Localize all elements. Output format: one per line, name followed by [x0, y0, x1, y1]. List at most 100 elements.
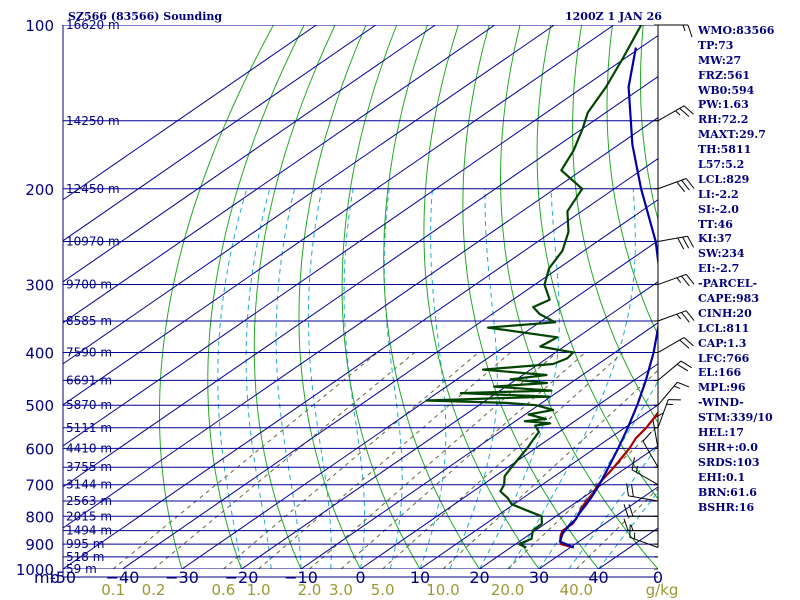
mixing-ratio-label: 1.0: [247, 581, 271, 599]
wind-barb-feather: [682, 236, 690, 249]
height-label: 995 m: [66, 537, 104, 551]
index-item: FRZ:561: [698, 68, 751, 82]
index-item: KI:37: [698, 232, 733, 246]
pressure-label: 1000: [16, 561, 54, 579]
index-item: PW:1.63: [698, 98, 749, 112]
moist-adiabat-line: [419, 188, 447, 569]
index-item: BSHR:16: [698, 500, 755, 514]
dewpoint-line: [425, 25, 643, 549]
pressure-label: 500: [25, 397, 54, 415]
isotherm-line: [63, 25, 496, 324]
wind-barb-feather: [626, 483, 629, 496]
parcel-line: [558, 47, 658, 549]
height-label: 10970 m: [66, 234, 120, 248]
index-item: WMO:83566: [698, 24, 775, 37]
index-item: MPL:96: [698, 381, 746, 395]
temperature-tick-label: -50: [50, 568, 76, 587]
index-item: SW:234: [698, 247, 745, 261]
wind-barb-feather: [677, 237, 685, 250]
isotherm-line: [419, 404, 658, 569]
wind-barb: [628, 495, 659, 502]
temperature-line: [559, 410, 658, 549]
mixing-ratio-line: [382, 352, 624, 569]
wind-barb-feather: [685, 273, 695, 285]
index-item: CAP:1.3: [698, 336, 747, 350]
mixing-ratio-label: 0.2: [142, 581, 166, 599]
isotherm-line: [63, 158, 658, 569]
height-label: 6691 m: [66, 373, 112, 387]
mixing-ratio-label: 40.0: [560, 581, 593, 599]
temperature-tick-label: 30: [529, 568, 549, 587]
wind-barb-feather: [681, 275, 690, 287]
temperature-tick-label: −20: [225, 568, 259, 587]
height-label: 518 m: [66, 550, 104, 564]
wind-barb-feather: [679, 339, 690, 349]
wind-barb-feather: [683, 105, 694, 115]
wind-barb-feather: [676, 277, 682, 283]
wind-barb: [657, 360, 682, 381]
height-label: 7590 m: [66, 346, 112, 360]
mixing-ratio-label: 0.1: [101, 581, 125, 599]
mixing-ratio-line: [340, 352, 586, 569]
index-item: L57:5.2: [698, 158, 745, 172]
wind-barb-feather: [631, 484, 634, 497]
pressure-label: 800: [25, 508, 54, 526]
index-item: LCL:811: [698, 321, 750, 335]
index-item: HEL:17: [698, 426, 744, 440]
moist-adiabat-line: [217, 188, 248, 569]
sounding-time: 1200Z 1 JAN 26: [565, 10, 662, 23]
mixing-ratio-label: 3.0: [329, 581, 353, 599]
height-label: 14250 m: [66, 114, 120, 128]
index-item: MAXT:29.7: [698, 128, 766, 142]
wind-barb-feather: [687, 236, 695, 248]
wind-barb-feather: [628, 504, 634, 517]
index-item: EHI:0.1: [698, 470, 746, 484]
station-title: SZ566 (83566) Sounding: [68, 10, 222, 23]
pressure-label: 300: [25, 277, 54, 295]
index-item: TH:5811: [698, 143, 752, 157]
index-item: STM:339/10: [698, 411, 773, 425]
height-label: 1494 m: [66, 524, 112, 538]
temperature-tick-label: −30: [165, 568, 199, 587]
height-label: 12450 m: [66, 182, 120, 196]
wind-barb-feather: [674, 110, 681, 116]
mixing-ratio-label: 5.0: [371, 581, 395, 599]
index-item: LFC:766: [698, 351, 750, 365]
index-item: TP:73: [698, 38, 734, 52]
isotherm-line: [300, 322, 658, 569]
mixing-ratio-label: 20.0: [491, 581, 524, 599]
wind-barb-feather: [642, 431, 652, 442]
mixing-ratio-label: 2.0: [298, 581, 322, 599]
pressure-label: 600: [25, 440, 54, 458]
wind-barb: [652, 418, 659, 449]
isotherm-line: [122, 199, 658, 569]
index-item: BRN:61.6: [698, 485, 757, 499]
index-item: TT:46: [698, 217, 733, 231]
index-item: CAPE:983: [698, 292, 759, 306]
pressure-label: 700: [25, 477, 54, 495]
height-label: 3755 m: [66, 460, 112, 474]
wind-barb-feather: [673, 385, 681, 389]
isotherm-line: [63, 25, 436, 283]
temperature-tick-label: 40: [588, 568, 608, 587]
temperature-tick-label: 0: [653, 568, 663, 587]
wind-barb-feather: [687, 24, 693, 38]
wind-barb-feather: [685, 178, 695, 189]
height-label: 8585 m: [66, 314, 112, 328]
pressure-label: 100: [25, 17, 54, 35]
height-label: 9700 m: [66, 278, 112, 292]
temperature-tick-label: −10: [284, 568, 318, 587]
wind-barb-feather: [685, 310, 695, 321]
wind-barb-feather: [682, 24, 686, 32]
index-item: SRDS:103: [698, 455, 760, 469]
mixing-ratio-line: [575, 488, 658, 569]
index-item: SI:-2.0: [698, 202, 739, 216]
wind-barb-feather: [677, 381, 690, 388]
index-item: LCL:829: [698, 172, 750, 186]
isotherm-line: [63, 75, 658, 488]
wind-barb-feather: [683, 337, 694, 347]
wind-barb-feather: [679, 107, 690, 118]
index-item: WB0:594: [698, 83, 755, 97]
isotherm-line: [63, 25, 555, 365]
